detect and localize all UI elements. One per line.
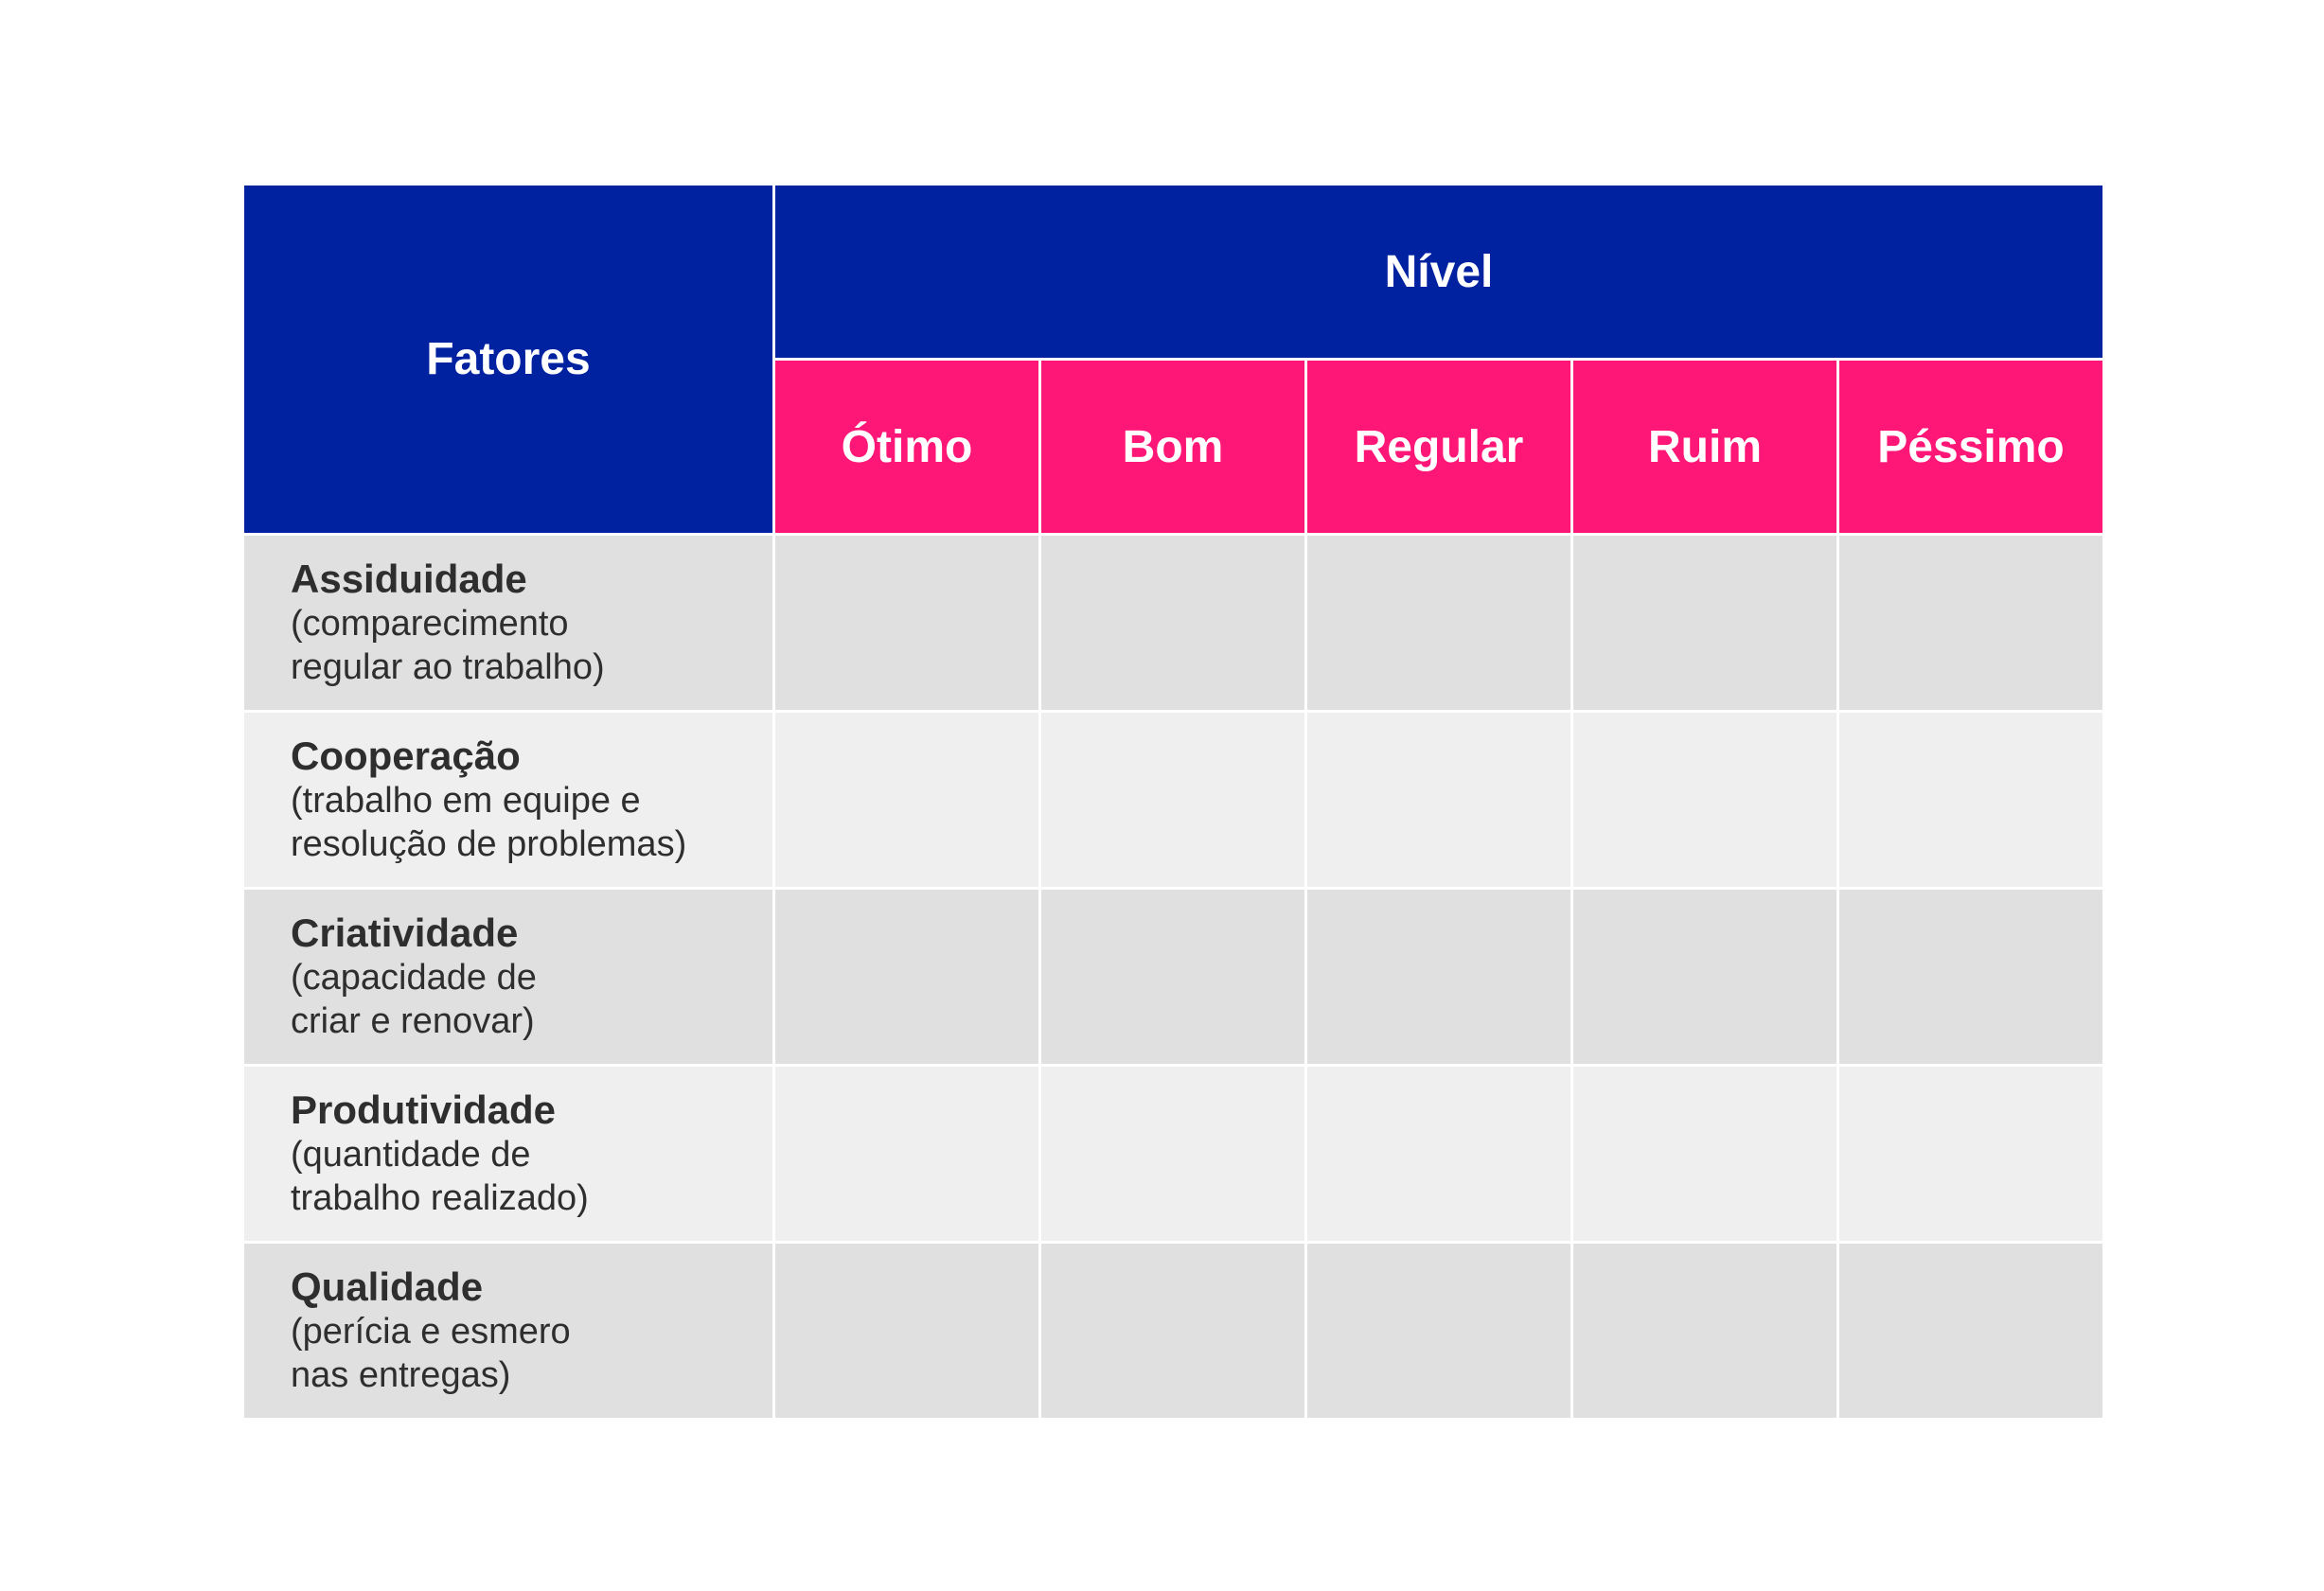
factor-description: regular ao trabalho) bbox=[291, 647, 605, 687]
factor-row: Qualidade (perícia e esmero nas entregas) bbox=[241, 1241, 2105, 1421]
factor-description: (quantidade de bbox=[291, 1135, 531, 1175]
rating-cell bbox=[772, 1064, 1041, 1244]
rating-cell bbox=[772, 710, 1041, 890]
rating-cell bbox=[1836, 710, 2105, 890]
factor-row: Assiduidade (comparecimento regular ao tra… bbox=[241, 533, 2105, 713]
rating-cell bbox=[772, 1241, 1041, 1421]
rating-cell bbox=[1304, 710, 1573, 890]
level-option: Regular bbox=[1304, 358, 1573, 536]
level-option: Bom bbox=[1038, 358, 1307, 536]
factor-title: Assiduidade bbox=[291, 557, 527, 601]
factor-row: Cooperação (trabalho em equipe e resolução… bbox=[241, 710, 2105, 890]
rating-cell bbox=[1836, 533, 2105, 713]
rating-cell bbox=[1038, 533, 1307, 713]
rating-cell bbox=[1038, 1064, 1307, 1244]
factor-cell: Criatividade (capacidade de criar e renova… bbox=[241, 887, 775, 1067]
factor-title: Criatividade bbox=[291, 910, 519, 955]
rating-cell bbox=[1570, 1064, 1839, 1244]
factor-title: Produtividade bbox=[291, 1087, 557, 1132]
factor-title: Qualidade bbox=[291, 1264, 484, 1309]
factor-description: (capacidade de bbox=[291, 958, 537, 998]
rating-cell bbox=[1304, 533, 1573, 713]
rating-cell bbox=[1304, 887, 1573, 1067]
factor-cell: Produtividade (quantidade de trabalho real… bbox=[241, 1064, 775, 1244]
factor-description: trabalho realizado) bbox=[291, 1178, 589, 1218]
rating-cell bbox=[1304, 1064, 1573, 1244]
factor-row: Produtividade (quantidade de trabalho real… bbox=[241, 1064, 2105, 1244]
rating-cell bbox=[1836, 1064, 2105, 1244]
factor-cell: Assiduidade (comparecimento regular ao tra… bbox=[241, 533, 775, 713]
factors-header: Fatores bbox=[241, 186, 775, 536]
factor-description: (trabalho em equipe e bbox=[291, 781, 641, 821]
rating-cell bbox=[772, 887, 1041, 1067]
rating-cell bbox=[1570, 1241, 1839, 1421]
level-option: Péssimo bbox=[1836, 358, 2105, 536]
rating-cell bbox=[1570, 710, 1839, 890]
factor-description: criar e renovar) bbox=[291, 1001, 535, 1041]
factor-row: Criatividade (capacidade de criar e renova… bbox=[241, 887, 2105, 1067]
rating-cell bbox=[772, 533, 1041, 713]
rating-cell bbox=[1038, 887, 1307, 1067]
factor-cell: Cooperação (trabalho em equipe e resolução… bbox=[241, 710, 775, 890]
factor-title: Cooperação bbox=[291, 734, 521, 778]
rating-cell bbox=[1836, 1241, 2105, 1421]
rating-cell bbox=[1038, 1241, 1307, 1421]
factor-description: (comparecimento bbox=[291, 604, 569, 644]
factor-description: (perícia e esmero bbox=[291, 1312, 571, 1352]
rating-cell bbox=[1038, 710, 1307, 890]
rating-cell bbox=[1304, 1241, 1573, 1421]
factor-description: nas entregas) bbox=[291, 1355, 511, 1395]
factor-description: resolução de problemas) bbox=[291, 824, 687, 864]
rating-cell bbox=[1836, 887, 2105, 1067]
rating-cell bbox=[1570, 887, 1839, 1067]
factor-cell: Qualidade (perícia e esmero nas entregas) bbox=[241, 1241, 775, 1421]
level-header: Nível bbox=[772, 186, 2105, 361]
evaluation-table: Fatores Nível Ótimo Bom Regular Ruim Péssimo… bbox=[241, 186, 2105, 1421]
level-option: Ótimo bbox=[772, 358, 1041, 536]
rating-cell bbox=[1570, 533, 1839, 713]
level-option: Ruim bbox=[1570, 358, 1839, 536]
